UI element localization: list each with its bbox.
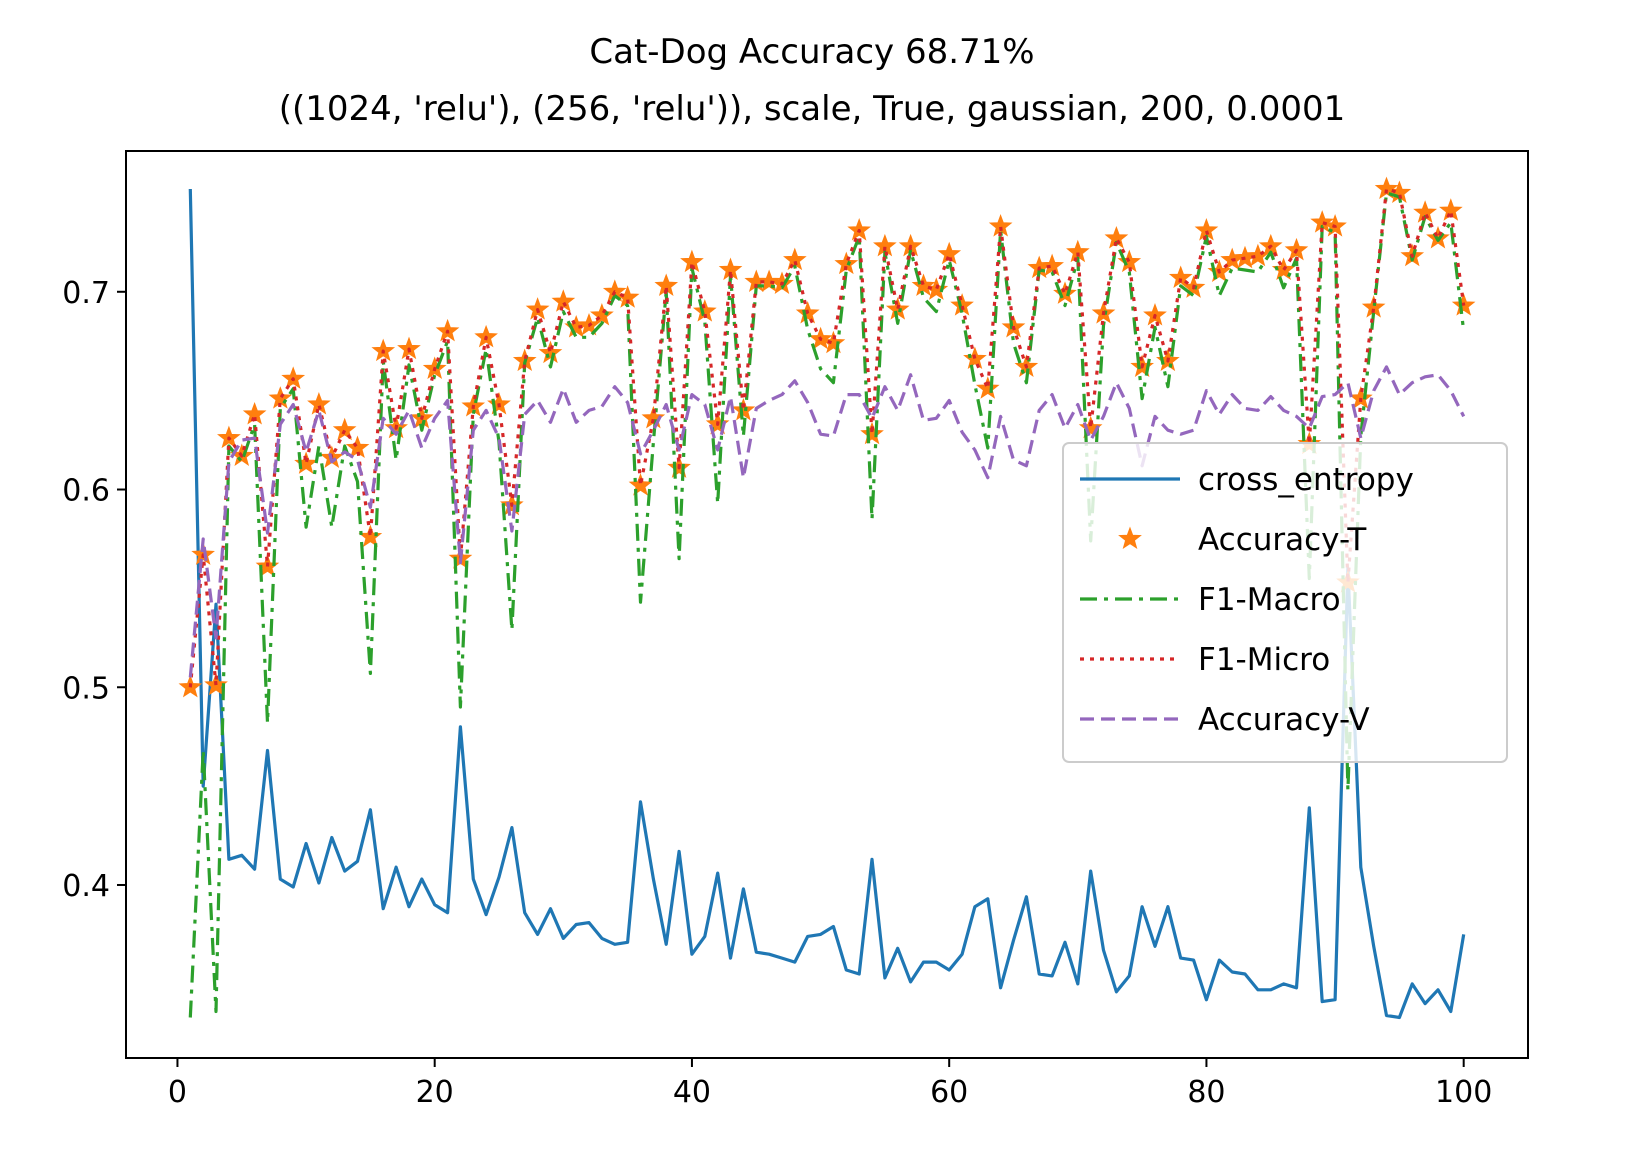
point-accuracy-t-94 (1374, 176, 1399, 200)
x-axis: 0 20 40 60 80 100 (168, 1058, 1492, 1110)
point-accuracy-t-36 (628, 473, 653, 496)
point-accuracy-t-63 (975, 376, 1000, 399)
legend-item-cross-entropy: cross_entropy (1080, 462, 1414, 498)
legend-label-f1-macro: F1-Macro (1198, 582, 1341, 618)
point-accuracy-t-64 (988, 214, 1013, 237)
legend-item-f1-macro: F1-Macro (1080, 582, 1341, 618)
series-line-accuracy-v (188, 365, 1466, 678)
point-accuracy-t-58 (911, 273, 936, 296)
point-accuracy-t-44 (731, 397, 756, 421)
legend-label-f1-micro: F1-Micro (1198, 642, 1330, 678)
point-accuracy-t-71 (1078, 415, 1103, 439)
x-tick-label: 40 (673, 1075, 711, 1110)
point-accuracy-t-51 (821, 330, 846, 354)
legend-label-cross-entropy: cross_entropy (1198, 462, 1414, 498)
series-layer (178, 176, 1476, 1020)
point-accuracy-t-29 (538, 340, 563, 364)
y-axis: 0.4 0.5 0.6 0.7 (62, 276, 126, 904)
series-line-f1-micro (188, 187, 1466, 688)
y-tick-label: 0.4 (62, 869, 110, 904)
point-accuracy-t-54 (860, 421, 884, 445)
x-tick-label: 80 (1187, 1075, 1225, 1110)
legend-item-accuracy-v: Accuracy-V (1080, 702, 1370, 738)
legend-label-accuracy-t: Accuracy-T (1198, 522, 1367, 558)
point-accuracy-t-46 (757, 269, 781, 292)
x-tick-label: 60 (930, 1075, 968, 1110)
series-line-cross-entropy (188, 188, 1466, 1020)
legend-label-accuracy-v: Accuracy-V (1198, 702, 1370, 738)
point-accuracy-t-30 (551, 289, 576, 312)
point-accuracy-t-69 (1053, 281, 1077, 304)
plot-frame (125, 150, 1529, 1059)
y-tick-label: 0.5 (62, 671, 110, 706)
point-accuracy-t-13 (332, 417, 357, 441)
legend-swatch-accuracy-t (1118, 526, 1142, 550)
point-accuracy-t-10 (294, 451, 318, 474)
legend-item-f1-micro: F1-Micro (1080, 642, 1330, 678)
x-tick-label: 0 (168, 1075, 187, 1110)
legend: cross_entropy Accuracy-T F1-Macro F1-Micro A… (1062, 442, 1508, 763)
point-accuracy-t-92 (1348, 386, 1373, 409)
legend-box (1062, 442, 1508, 763)
series-line-f1-macro (188, 191, 1466, 1018)
point-accuracy-t-68 (1040, 253, 1064, 277)
chart-subtitle: ((1024, 'relu'), (256, 'relu')), scale, … (279, 89, 1346, 129)
chart-title: Cat-Dog Accuracy 68.71% (589, 32, 1034, 72)
legend-item-accuracy-t: Accuracy-T (1118, 522, 1367, 558)
y-tick-label: 0.7 (62, 276, 110, 311)
y-tick-label: 0.6 (62, 474, 110, 509)
x-tick-label: 100 (1435, 1075, 1492, 1110)
point-accuracy-t-33 (590, 303, 614, 326)
x-tick-label: 20 (416, 1075, 454, 1110)
